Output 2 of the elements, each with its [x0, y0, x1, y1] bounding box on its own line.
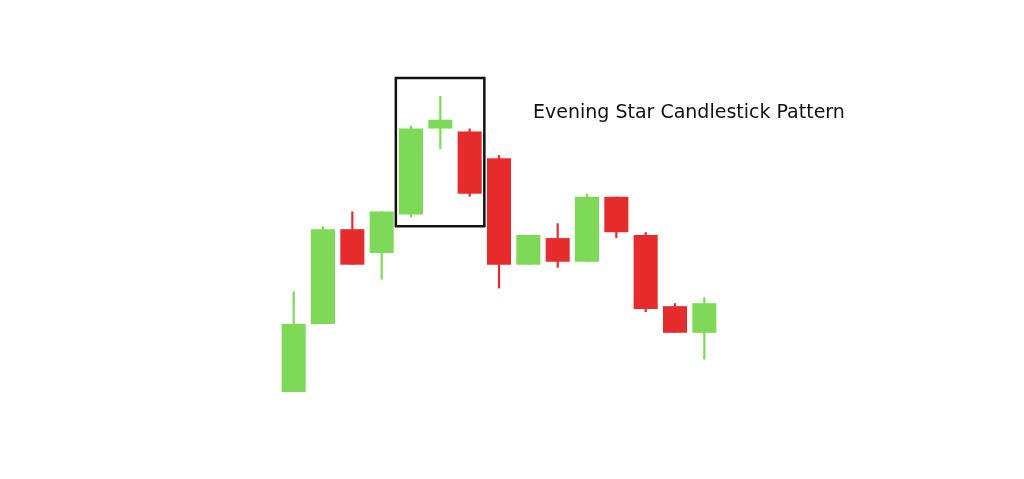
candlestick: [428, 94, 453, 151]
annotation: Evening Star Candlestick Pattern: [533, 100, 845, 122]
